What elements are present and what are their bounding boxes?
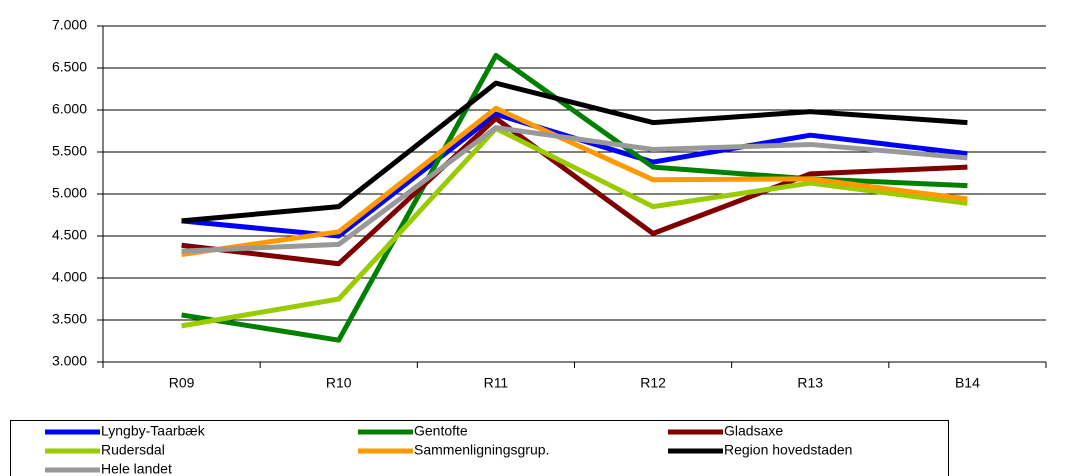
x-tick-label: R13: [797, 375, 823, 391]
series-line: [181, 125, 968, 254]
x-tick-label: R12: [640, 375, 666, 391]
legend-label: Gladsaxe: [724, 423, 783, 439]
legend-label: Lyngby-Taarbæk: [101, 423, 206, 439]
y-tick-label: 7.000: [52, 17, 87, 33]
y-tick-label: 6.000: [52, 101, 87, 117]
legend-label: Gentofte: [414, 423, 468, 439]
x-tick-label: R11: [484, 375, 509, 391]
x-tick-label: B14: [955, 375, 980, 391]
legend-box: [10, 420, 949, 476]
legend-label: Rudersdal: [101, 442, 165, 458]
series-line: [181, 105, 968, 257]
series-line: [181, 115, 968, 267]
series-line: [181, 52, 968, 343]
y-tick-label: 3.000: [52, 353, 87, 369]
y-tick-label: 6.500: [52, 59, 87, 75]
legend-label: Hele landet: [101, 461, 172, 476]
y-tick-label: 3.500: [52, 311, 87, 327]
x-tick-label: R09: [169, 375, 195, 391]
y-tick-label: 5.000: [52, 185, 87, 201]
x-tick-label: R10: [326, 375, 352, 391]
y-tick-label: 4.500: [52, 227, 87, 243]
series-line: [181, 125, 968, 329]
legend-label: Sammenligningsgrup.: [414, 442, 549, 458]
y-tick-label: 5.500: [52, 143, 87, 159]
series-line: [181, 80, 968, 224]
y-tick-label: 4.000: [52, 269, 87, 285]
legend-label: Region hovedstaden: [724, 442, 852, 458]
